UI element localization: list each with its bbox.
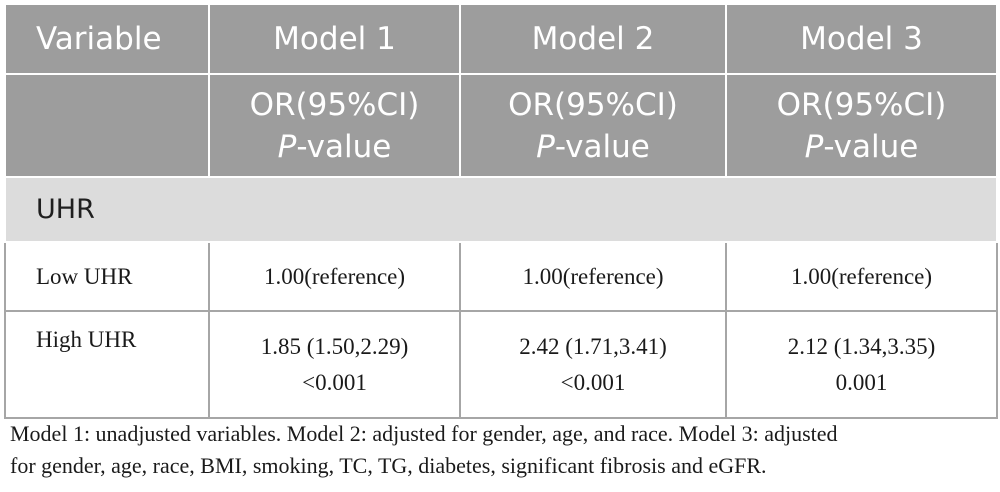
subheader-pvalue-label: P-value [277, 128, 392, 165]
table-row: Low UHR 1.00(reference) 1.00(reference) … [4, 241, 998, 312]
odds-ratio-value: 2.12 (1.34,3.35) [787, 333, 936, 359]
row-value-model-2: 2.42 (1.71,3.41) <0.001 [459, 310, 727, 419]
p-value: 0.001 [835, 369, 888, 395]
subheader-model-3: OR(95%CI) P-value [725, 73, 998, 178]
table-header-row: Variable Model 1 Model 2 Model 3 [4, 3, 998, 75]
footnote-line-1: Model 1: unadjusted variables. Model 2: … [10, 421, 838, 446]
header-model-2: Model 2 [459, 3, 727, 75]
header-variable: Variable [4, 3, 210, 75]
subheader-or-label: OR(95%CI) [508, 86, 678, 123]
odds-ratio-table: Variable Model 1 Model 2 Model 3 OR(95%C… [4, 3, 998, 419]
subheader-or-label: OR(95%CI) [776, 86, 947, 123]
subheader-or-label: OR(95%CI) [249, 86, 420, 123]
section-label: UHR [4, 176, 998, 243]
footnote-line-2: for gender, age, race, BMI, smoking, TC,… [10, 453, 767, 478]
p-value: <0.001 [302, 369, 367, 395]
table-footnote: Model 1: unadjusted variables. Model 2: … [10, 418, 998, 482]
p-value: <0.001 [560, 369, 626, 395]
odds-ratio-value: 2.42 (1.71,3.41) [519, 333, 667, 359]
row-label: High UHR [4, 310, 210, 419]
header-model-1: Model 1 [208, 3, 461, 75]
header-model-3: Model 3 [725, 3, 998, 75]
row-value-model-3: 1.00(reference) [725, 241, 998, 312]
row-label: Low UHR [4, 241, 210, 312]
row-value-model-1: 1.85 (1.50,2.29) <0.001 [208, 310, 461, 419]
subheader-pvalue-label: P-value [536, 128, 650, 165]
odds-ratio-value: 1.85 (1.50,2.29) [260, 333, 409, 359]
subheader-empty-cell [4, 73, 210, 178]
section-row-uhr: UHR [4, 176, 998, 243]
row-value-model-2: 1.00(reference) [459, 241, 727, 312]
table-subheader-row: OR(95%CI) P-value OR(95%CI) P-value OR(9… [4, 73, 998, 178]
table-row: High UHR 1.85 (1.50,2.29) <0.001 2.42 (1… [4, 310, 998, 419]
subheader-model-2: OR(95%CI) P-value [459, 73, 727, 178]
subheader-pvalue-label: P-value [804, 128, 919, 165]
row-value-model-1: 1.00(reference) [208, 241, 461, 312]
row-value-model-3: 2.12 (1.34,3.35) 0.001 [725, 310, 998, 419]
results-table-container: Variable Model 1 Model 2 Model 3 OR(95%C… [4, 3, 998, 419]
subheader-model-1: OR(95%CI) P-value [208, 73, 461, 178]
